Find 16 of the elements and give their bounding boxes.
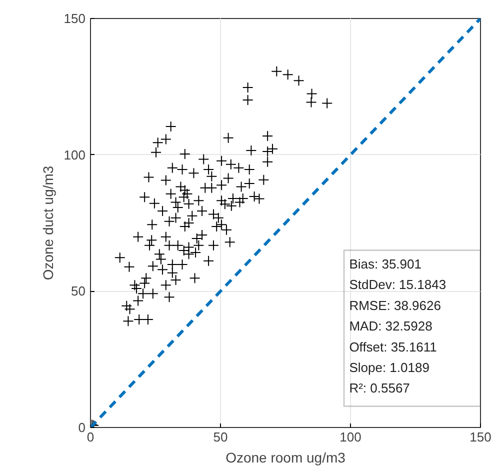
x-tick-label: 150 — [470, 430, 492, 444]
annotation: Bias: 35.901 — [349, 256, 422, 272]
y-tick-label: 0 — [78, 420, 86, 435]
y-axis-title: Ozone duct ug/m3 — [40, 166, 56, 280]
x-tick-label: 50 — [213, 430, 228, 444]
y-tick-label: 50 — [71, 284, 86, 299]
annotation: StdDev: 15.1843 — [349, 277, 446, 292]
x-tick-label: 100 — [340, 430, 362, 444]
annotation: R²: 0.5567 — [349, 380, 410, 396]
annotation: MAD: 32.5928 — [349, 318, 432, 334]
annotation: RMSE: 38.9626 — [349, 298, 441, 313]
y-tick-label: 100 — [64, 147, 86, 162]
y-tick-label: 150 — [64, 11, 86, 26]
annotation: Offset: 35.1611 — [349, 339, 437, 354]
x-axis-title: Ozone room ug/m3 — [226, 450, 346, 466]
annotation: Slope: 1.0189 — [349, 360, 430, 376]
